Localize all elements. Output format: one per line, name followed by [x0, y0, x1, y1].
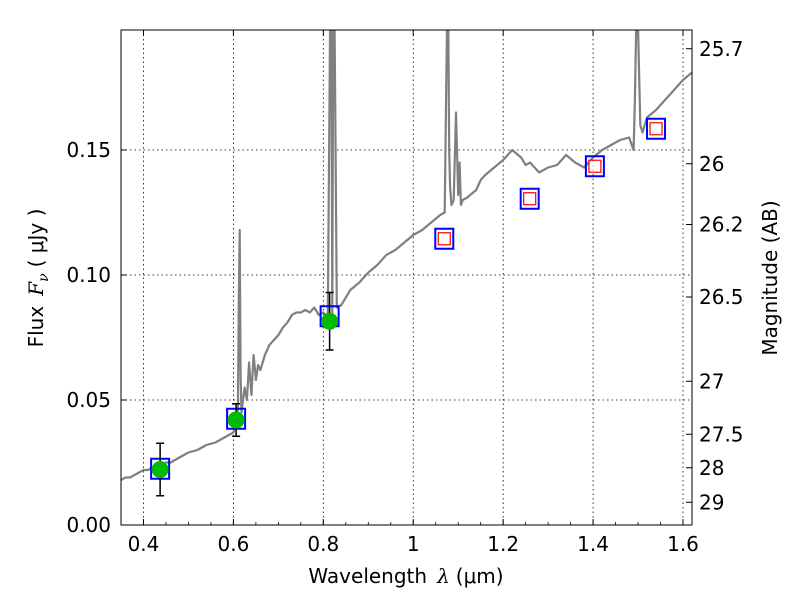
- x-tick-label: 1: [407, 532, 420, 556]
- y-tick-label: 0.15: [66, 138, 111, 162]
- x-tick-label: 1.4: [577, 532, 609, 556]
- x-tick-label: 0.8: [307, 532, 339, 556]
- y-tick-label: 0.05: [66, 388, 111, 412]
- y2-tick-label: 28: [699, 456, 724, 480]
- x-axis-label-unit: (μm): [456, 564, 504, 588]
- y2-tick-label: 27.5: [699, 422, 744, 446]
- x-tick-label: 1.6: [667, 532, 699, 556]
- model-flux-box: [519, 187, 540, 210]
- measured-flux-point: [321, 312, 339, 330]
- series-layer: [121, 30, 692, 497]
- y-axis-label-sub: ν: [36, 273, 52, 282]
- upper-limit-box: [437, 232, 451, 246]
- y2-tick-label: 26.5: [699, 285, 744, 309]
- plot-background: [121, 30, 692, 525]
- y2-tick-label: 25.7: [699, 37, 744, 61]
- upper-limit-box: [649, 122, 663, 136]
- y2-tick-label: 29: [699, 490, 724, 514]
- plot-frame: [120, 29, 693, 526]
- y2-tick-label: 26: [699, 152, 724, 176]
- model-flux-box: [584, 155, 605, 178]
- y-tick-label: 0.00: [66, 513, 111, 537]
- y-tick-label: 0.10: [66, 263, 111, 287]
- measured-flux-point: [151, 461, 169, 478]
- y-axis-label-text: Flux: [24, 306, 48, 348]
- y-axis-label-unit: ( μJy ): [24, 209, 48, 268]
- y2-tick-label: 26.2: [699, 213, 744, 237]
- ticks: 0.4 0.6 0.8 1 1.2 1.4 1.6 0.00 0.05 0.10 0.15 25.7 2…: [66, 30, 744, 556]
- x-axis-label-lambda: λ: [436, 564, 450, 588]
- model-flux-box: [434, 227, 455, 250]
- y2-tick-label: 27: [699, 369, 724, 393]
- y-axis-label-f: F: [24, 281, 48, 297]
- x-axis-label: Wavelength λ (μm): [308, 564, 503, 588]
- upper-limit-box: [588, 159, 602, 173]
- x-tick-label: 0.6: [217, 532, 249, 556]
- template-spectrum-line: [121, 30, 692, 481]
- measured-flux-point: [227, 411, 245, 429]
- y-axis-label: Flux Fν ( μJy ): [24, 209, 52, 348]
- y2-axis-label: Magnitude (AB): [758, 200, 782, 355]
- upper-limit-box: [523, 192, 537, 206]
- x-tick-label: 0.4: [128, 532, 160, 556]
- x-tick-label: 1.2: [487, 532, 519, 556]
- model-flux-box: [646, 117, 667, 140]
- grid: [121, 30, 692, 525]
- x-axis-label-text: Wavelength: [308, 564, 427, 588]
